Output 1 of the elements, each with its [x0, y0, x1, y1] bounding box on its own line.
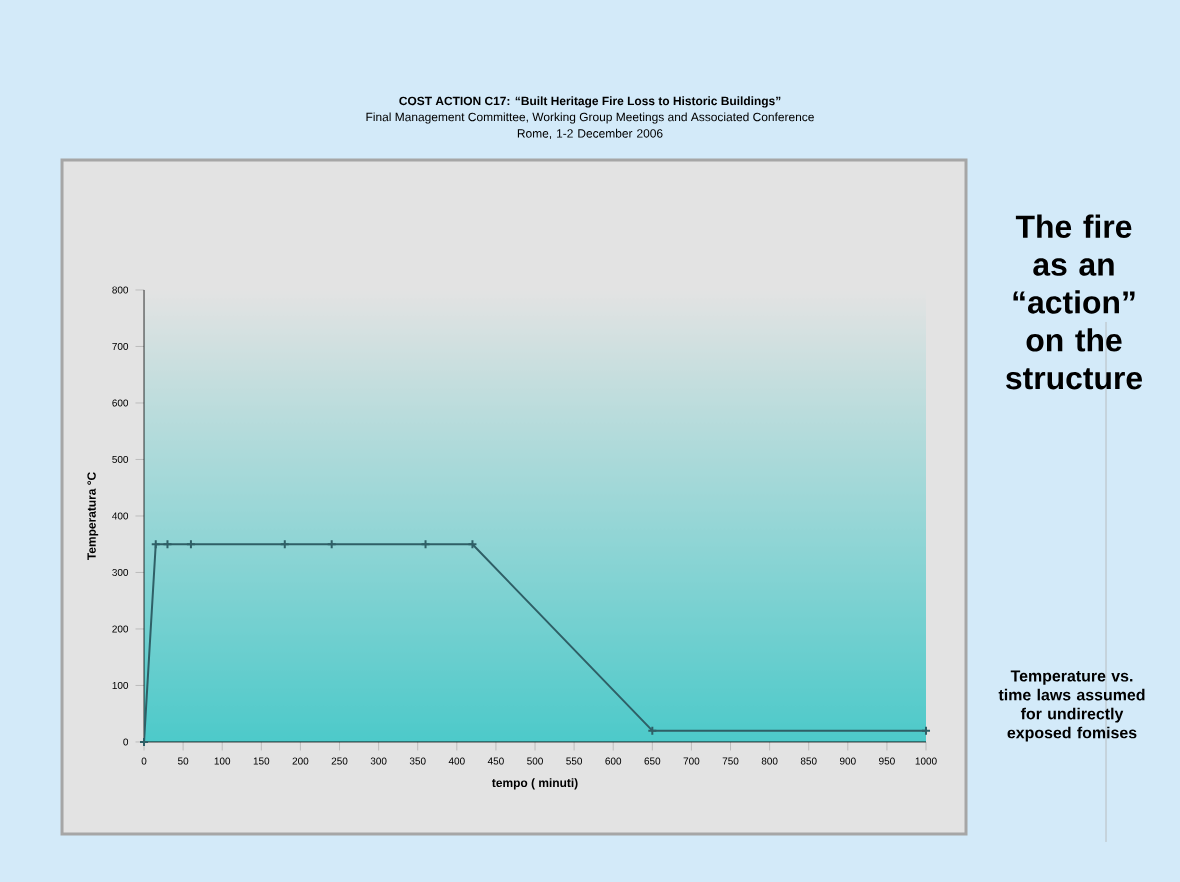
text: The fire as an “action” on the structure: [1006, 214, 1142, 390]
